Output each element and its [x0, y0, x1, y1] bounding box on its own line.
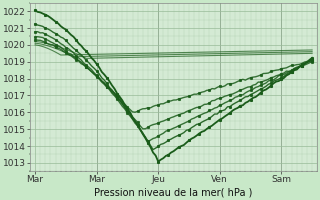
- X-axis label: Pression niveau de la mer( hPa ): Pression niveau de la mer( hPa ): [94, 187, 253, 197]
